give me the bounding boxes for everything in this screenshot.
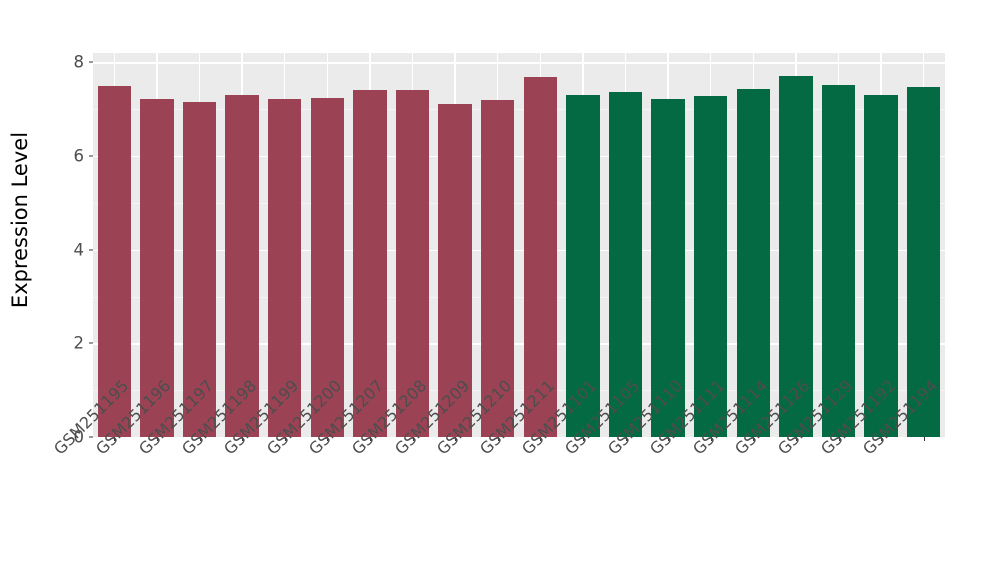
bar — [182, 102, 217, 437]
x-axis-tick-mark — [114, 437, 116, 441]
x-axis-tick-mark — [625, 437, 627, 441]
bar — [608, 92, 643, 437]
x-axis-ticks — [93, 437, 945, 442]
bar — [523, 76, 557, 437]
y-axis-tick-mark — [89, 155, 93, 157]
gridline-minor-horizontal — [93, 202, 945, 204]
x-axis-tick-mark — [753, 437, 755, 441]
y-axis-tick-label: 0 — [73, 427, 85, 447]
x-axis-tick-mark — [582, 437, 584, 441]
bar — [694, 95, 728, 437]
plot-panel — [93, 53, 945, 437]
x-axis-tick-mark — [369, 437, 371, 441]
y-axis-tick-label: 6 — [73, 146, 85, 166]
bar — [268, 99, 302, 437]
bar — [907, 87, 941, 437]
bar — [779, 75, 813, 437]
gridline-major-horizontal — [93, 62, 945, 64]
y-axis: 0 2 4 6 8 — [42, 0, 93, 580]
y-axis-tick-label: 2 — [73, 333, 85, 353]
bar — [651, 98, 685, 437]
gridline-minor-horizontal — [93, 390, 945, 391]
bar — [566, 95, 600, 437]
bar — [864, 94, 898, 437]
x-axis-tick-mark — [242, 437, 244, 441]
x-axis-tick-mark — [455, 437, 457, 441]
gridline-minor-horizontal — [93, 109, 945, 110]
x-axis-tick-mark — [199, 437, 201, 441]
gridline-major-horizontal — [93, 156, 945, 158]
x-axis-tick-mark — [284, 437, 286, 441]
y-axis-tick-mark — [89, 342, 93, 344]
y-axis-tick-label: 4 — [73, 240, 85, 260]
bar — [736, 89, 770, 437]
y-axis-tick-mark — [89, 436, 93, 438]
x-axis-tick-mark — [412, 437, 414, 441]
bar — [438, 104, 472, 437]
x-axis-labels: GSM251195 GSM251196 GSM251197 GSM251198 GSM2… — [50, 376, 945, 580]
x-axis-tick-mark — [881, 437, 883, 441]
x-axis-tick-mark — [540, 437, 542, 441]
x-axis-tick-mark — [923, 437, 925, 441]
bar — [821, 84, 856, 437]
bar — [353, 90, 387, 437]
x-axis-tick-mark — [668, 437, 670, 441]
bar — [140, 99, 174, 437]
gridline-major-horizontal — [93, 343, 945, 345]
bar — [395, 90, 430, 437]
bar — [481, 99, 515, 437]
gridline-minor-horizontal — [93, 296, 945, 298]
y-axis-tick-mark — [89, 61, 93, 63]
y-axis-tick-mark — [89, 249, 93, 251]
bar — [310, 98, 344, 437]
bar — [225, 94, 259, 437]
bar — [97, 86, 131, 437]
x-axis-tick-mark — [497, 437, 499, 441]
y-axis-tick-label: 8 — [73, 52, 85, 72]
x-axis-tick-mark — [838, 437, 840, 441]
y-axis-title: Expression Level — [8, 131, 32, 309]
gridline-major-horizontal — [93, 249, 945, 252]
x-axis-tick-mark — [327, 437, 329, 441]
x-axis-tick-mark — [710, 437, 712, 441]
x-axis-tick-mark — [795, 437, 797, 441]
x-axis-tick-mark — [156, 437, 158, 441]
